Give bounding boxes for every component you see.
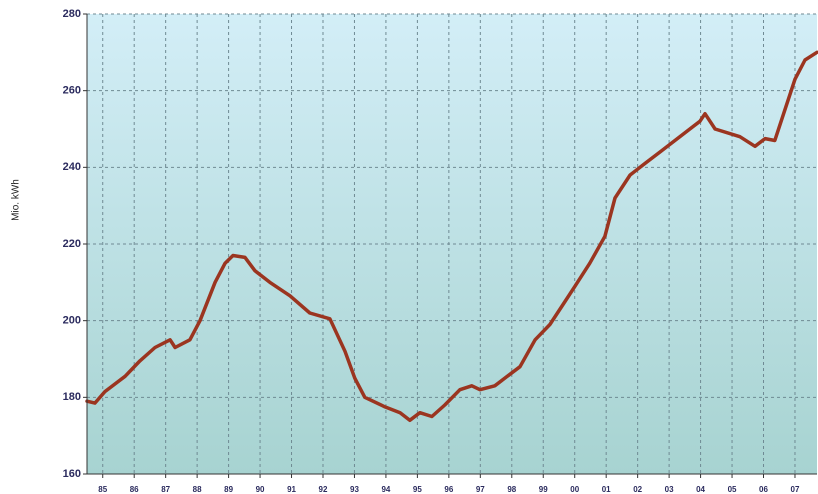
x-tick-label: 98: [507, 485, 516, 494]
y-tick-label: 220: [63, 238, 81, 250]
x-tick-label: 01: [602, 485, 611, 494]
x-tick-label: 07: [791, 485, 800, 494]
x-tick-label: 00: [570, 485, 579, 494]
y-tick-label: 280: [63, 8, 81, 20]
y-tick-label: 200: [63, 315, 81, 327]
x-tick-label: 05: [728, 485, 737, 494]
x-tick-label: 89: [224, 485, 233, 494]
x-tick-label: 97: [476, 485, 485, 494]
x-tick-label: 88: [193, 485, 202, 494]
x-tick-label: 02: [633, 485, 642, 494]
x-tick-label: 93: [350, 485, 359, 494]
x-tick-label: 85: [98, 485, 107, 494]
x-tick-label: 06: [759, 485, 768, 494]
line-series: [85, 50, 818, 423]
x-tick-label: 96: [444, 485, 453, 494]
x-tick-label: 91: [287, 485, 296, 494]
y-tick-label: 180: [63, 391, 81, 403]
x-tick-label: 95: [413, 485, 422, 494]
marks: [85, 50, 818, 423]
x-tick-label: 99: [539, 485, 548, 494]
x-tick-label: 87: [161, 485, 170, 494]
y-axis-label: Mio. kWh: [11, 179, 22, 221]
y-tick-label: 260: [63, 85, 81, 97]
x-tick-label: 94: [381, 485, 390, 494]
y-tick-label: 240: [63, 161, 81, 173]
x-tick-label: 86: [130, 485, 139, 494]
x-tick-label: 90: [256, 485, 265, 494]
x-tick-label: 92: [319, 485, 328, 494]
x-tick-label: 04: [696, 485, 705, 494]
x-tick-label: 03: [665, 485, 674, 494]
y-tick-label: 160: [63, 468, 81, 480]
